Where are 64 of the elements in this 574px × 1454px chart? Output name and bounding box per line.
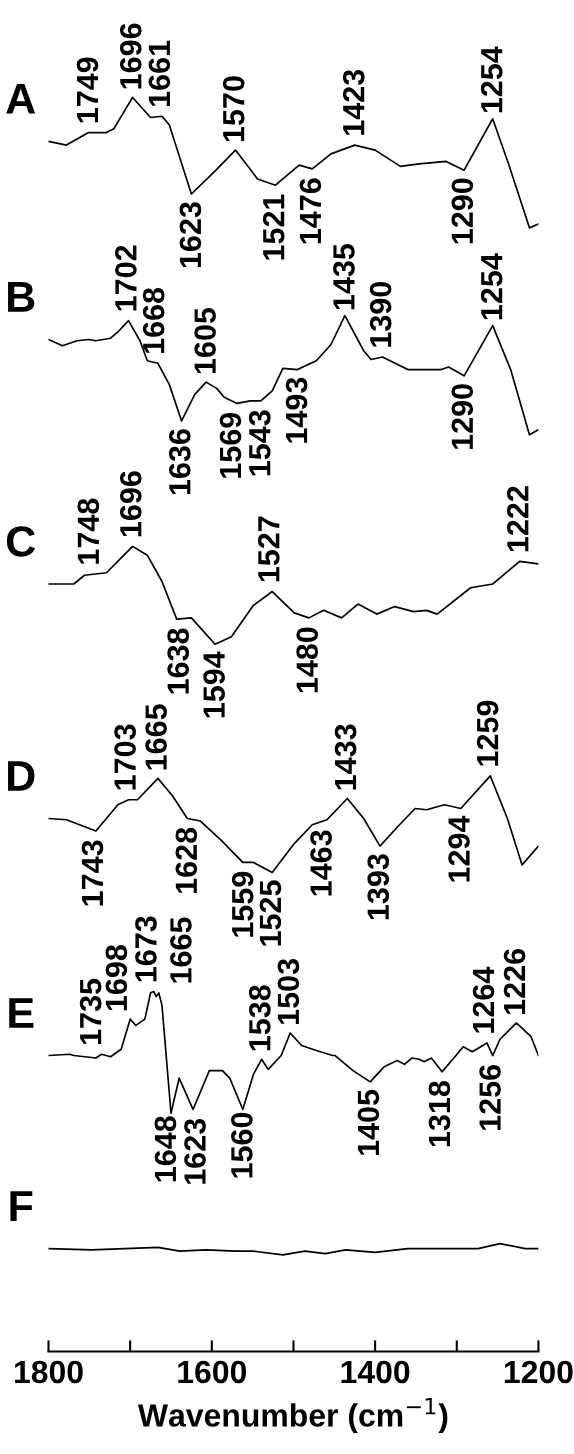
annotation: 1433 xyxy=(334,724,357,790)
annotation: 1226 xyxy=(503,948,526,1014)
x-tick-label: 1400 xyxy=(341,1360,410,1384)
annotation: 1638 xyxy=(167,628,190,694)
annotation: 1623 xyxy=(184,1118,206,1184)
annotation: 1673 xyxy=(135,916,157,982)
annotation: 1393 xyxy=(367,854,390,920)
annotation: 1698 xyxy=(105,945,128,1011)
annotation: 1661 xyxy=(148,40,171,106)
x-tick-label: 1600 xyxy=(178,1360,247,1384)
annotation: 1503 xyxy=(277,959,300,1024)
annotation: 1668 xyxy=(142,287,165,354)
annotation: 1256 xyxy=(479,1064,501,1130)
annotation: 1290 xyxy=(451,384,474,449)
series-label: D xyxy=(8,761,35,791)
annotation: 1254 xyxy=(480,253,503,320)
annotation: 1294 xyxy=(448,815,470,882)
annotation: 1570 xyxy=(222,76,245,142)
annotation: 1735 xyxy=(79,978,102,1045)
annotation: 1628 xyxy=(175,827,198,893)
series-label: F xyxy=(10,1191,33,1221)
annotation: 1665 xyxy=(170,917,192,983)
x-tick-label: 1800 xyxy=(14,1360,83,1384)
annotation: 1264 xyxy=(472,966,495,1033)
annotation: 1318 xyxy=(428,1081,451,1147)
annotation: 1222 xyxy=(507,486,529,552)
annotation: 1493 xyxy=(285,377,308,443)
annotation: 1648 xyxy=(154,1116,177,1182)
annotation: 1743 xyxy=(81,840,104,906)
annotation: 1423 xyxy=(342,69,365,135)
series-label: E xyxy=(9,998,34,1028)
series-label: B xyxy=(8,282,35,312)
annotation: 1521 xyxy=(262,194,285,260)
annotation: 1390 xyxy=(369,281,392,347)
annotation: 1525 xyxy=(259,880,282,946)
annotation: 1290 xyxy=(451,178,474,244)
annotation: 1623 xyxy=(179,202,202,268)
annotation: 1605 xyxy=(194,307,216,374)
annotation: 1259 xyxy=(476,700,499,766)
annotation: 1696 xyxy=(119,471,142,537)
annotation: 1636 xyxy=(168,429,191,495)
annotation: 1405 xyxy=(357,1089,380,1155)
annotation: 1594 xyxy=(203,651,225,718)
annotation: 1527 xyxy=(257,516,280,582)
annotation: 1435 xyxy=(333,243,355,310)
annotation: 1748 xyxy=(77,498,100,564)
annotation: 1559 xyxy=(231,871,254,937)
series-label: A xyxy=(6,83,36,114)
annotation: 1543 xyxy=(248,410,271,476)
annotation: 1749 xyxy=(76,57,99,123)
x-axis-title: Wavenumber (cm$^{−1}$) xyxy=(137,1397,448,1434)
annotation: 1254 xyxy=(480,46,503,113)
annotation: 1665 xyxy=(145,704,167,770)
annotation: 1569 xyxy=(219,412,242,478)
annotation: 1702 xyxy=(115,245,137,311)
annotation: 1696 xyxy=(119,23,142,89)
annotation: 1538 xyxy=(249,985,271,1051)
annotation: 1476 xyxy=(299,178,322,244)
annotation: 1703 xyxy=(114,724,136,790)
annotation: 1463 xyxy=(310,830,332,896)
series-label: C xyxy=(6,526,36,557)
x-tick-label: 1200 xyxy=(504,1360,573,1384)
annotation: 1560 xyxy=(231,1112,253,1178)
annotation: 1480 xyxy=(296,627,318,693)
